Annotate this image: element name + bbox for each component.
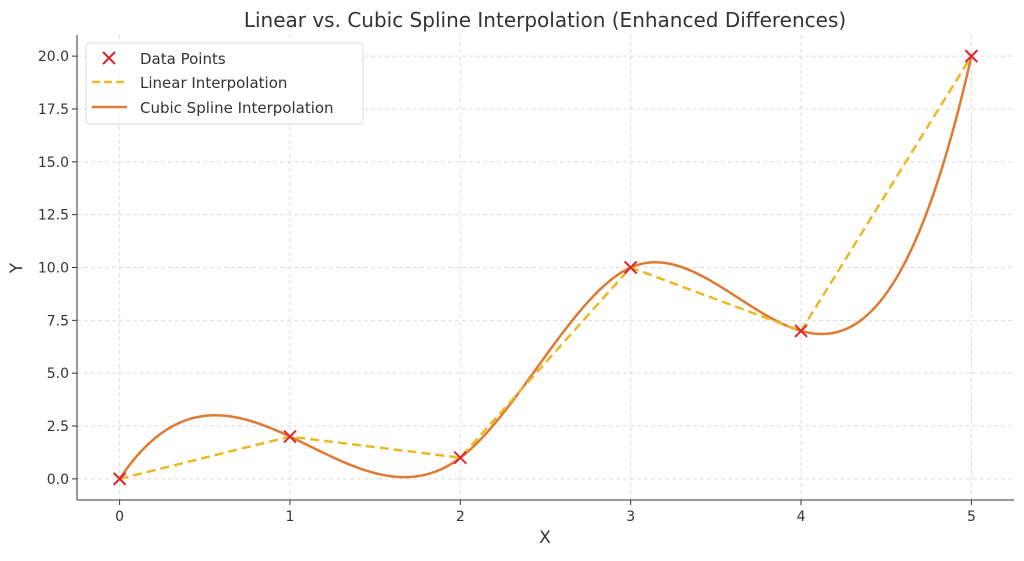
chart-title: Linear vs. Cubic Spline Interpolation (E… <box>244 8 846 32</box>
y-tick-label: 0.0 <box>47 472 69 488</box>
y-tick-label: 7.5 <box>47 313 69 329</box>
plot-area <box>112 49 979 486</box>
y-tick-label: 10.0 <box>38 261 69 277</box>
ticks: 0 1 2 3 4 5 0.0 2.5 5.0 7.5 10.0 12.5 15.0 17.5 20.0 <box>38 49 976 525</box>
legend-label-spline: Cubic Spline Interpolation <box>140 99 334 117</box>
legend-marker-data-points <box>102 51 116 65</box>
legend-label-linear: Linear Interpolation <box>140 74 287 92</box>
legend-label-data-points: Data Points <box>140 50 226 68</box>
spline-line <box>118 55 973 480</box>
x-tick-label: 2 <box>456 509 465 525</box>
x-axis-label: X <box>539 528 551 548</box>
x-tick-label: 1 <box>285 509 294 525</box>
legend: Data Points Linear Interpolation Cubic S… <box>85 42 364 125</box>
x-tick-label: 0 <box>115 509 124 525</box>
legend-box <box>85 42 364 125</box>
y-tick-label: 15.0 <box>38 155 69 171</box>
y-tick-label: 12.5 <box>38 208 69 224</box>
data-point <box>283 429 297 444</box>
data-point <box>112 472 127 486</box>
x-tick-label: 5 <box>967 509 976 525</box>
x-tick-label: 3 <box>626 509 635 525</box>
y-tick-label: 17.5 <box>38 102 69 118</box>
y-tick-label: 5.0 <box>47 366 69 382</box>
data-point <box>794 324 808 338</box>
data-point <box>623 260 638 275</box>
y-tick-label: 2.5 <box>47 419 69 435</box>
linear-line <box>119 55 973 481</box>
data-point <box>964 49 979 63</box>
y-axis-label: Y <box>7 262 27 274</box>
y-tick-label: 20.0 <box>38 49 69 65</box>
grid <box>77 35 1014 500</box>
data-point <box>453 451 468 465</box>
x-tick-label: 4 <box>797 509 806 525</box>
